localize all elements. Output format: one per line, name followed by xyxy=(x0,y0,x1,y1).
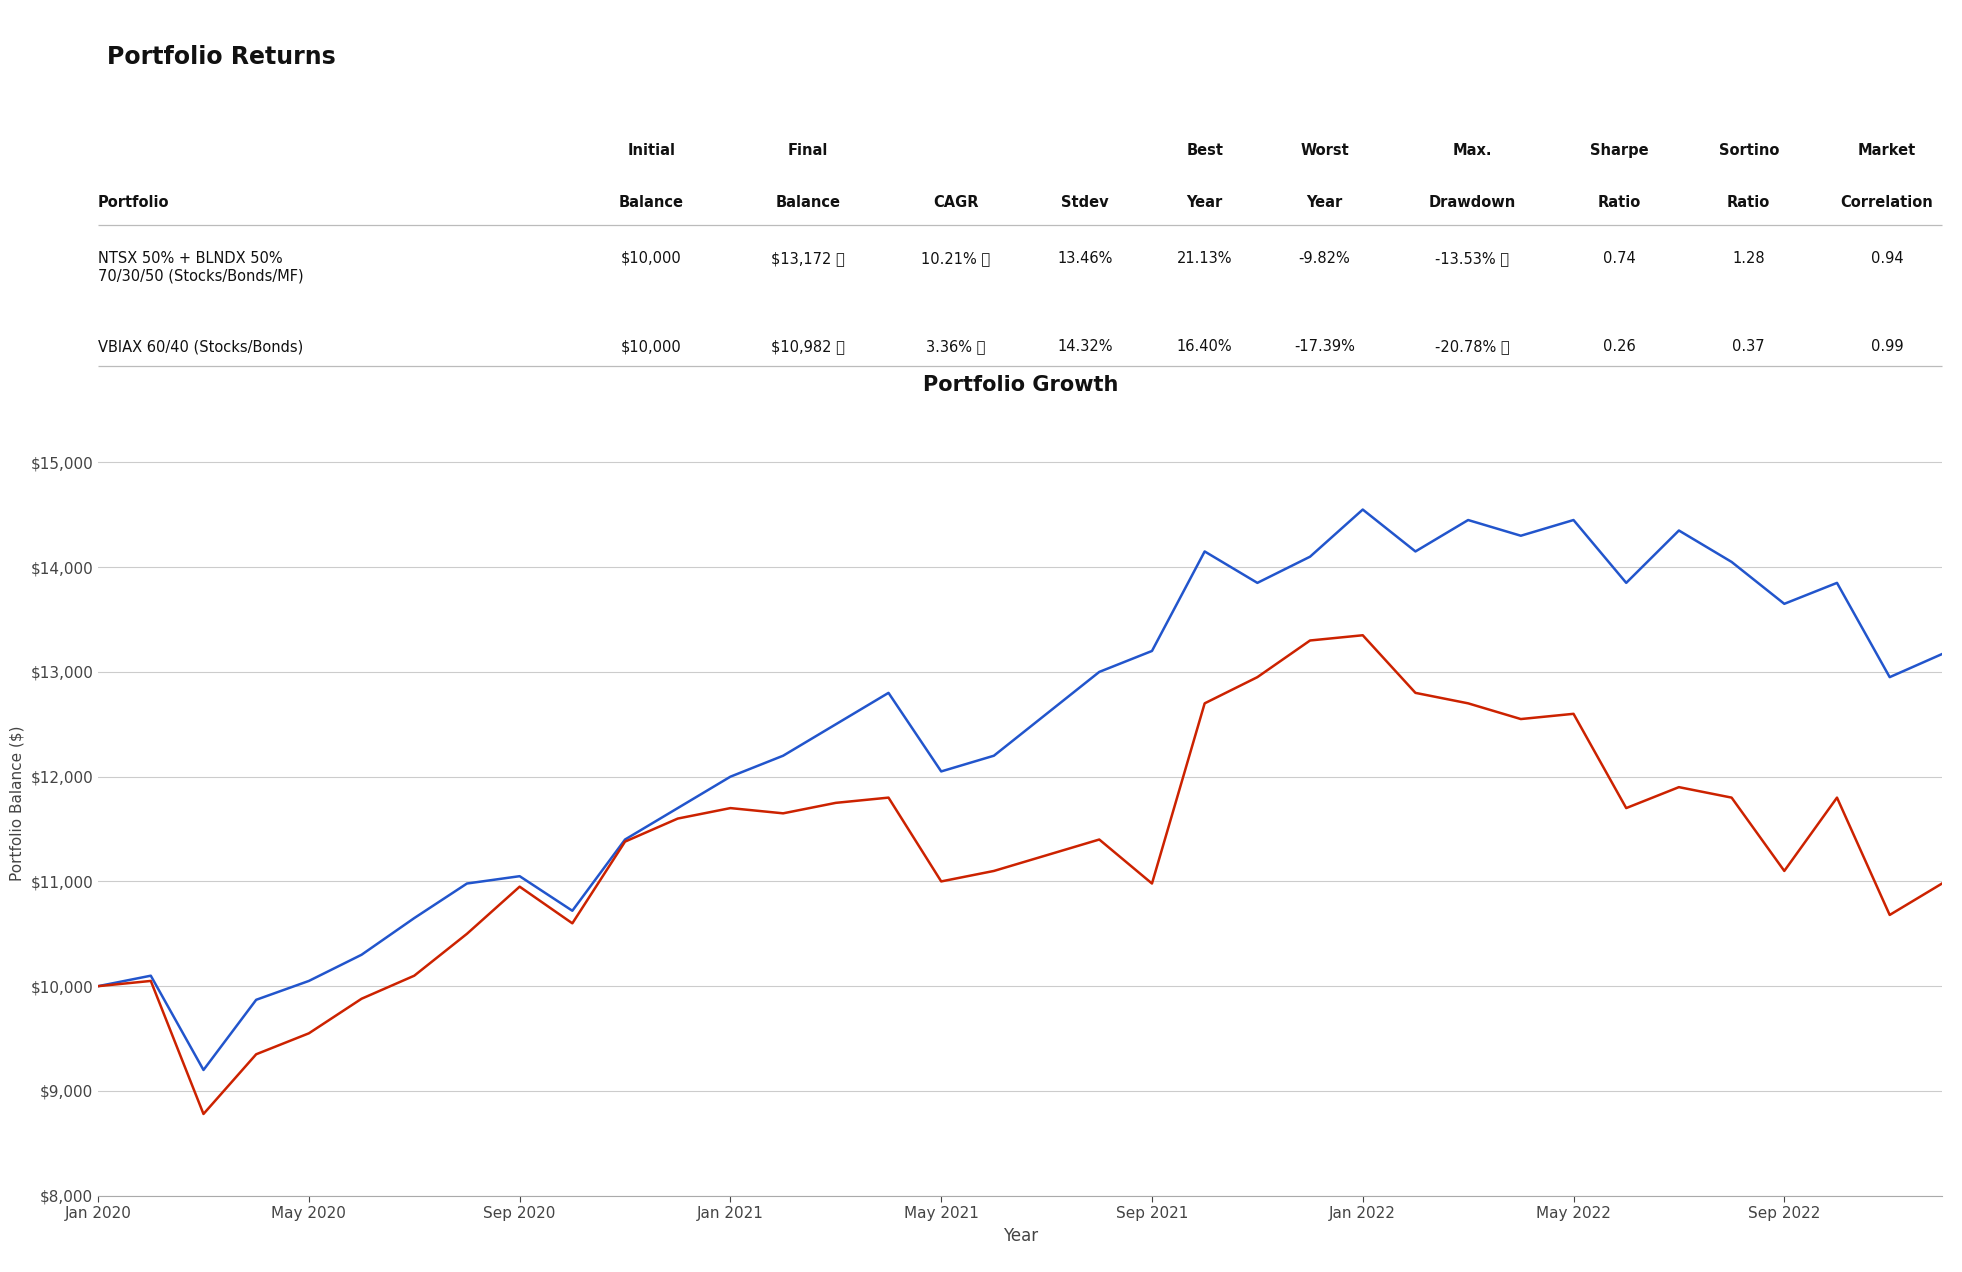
Y-axis label: Portfolio Balance ($): Portfolio Balance ($) xyxy=(10,725,26,880)
Text: Portfolio Returns: Portfolio Returns xyxy=(108,45,336,69)
Text: 10.21% ⓘ: 10.21% ⓘ xyxy=(920,251,991,266)
Text: Correlation: Correlation xyxy=(1840,196,1933,210)
Text: $10,000: $10,000 xyxy=(622,340,681,355)
Text: 14.32%: 14.32% xyxy=(1058,340,1112,355)
Text: Best: Best xyxy=(1187,142,1222,158)
Text: 0.74: 0.74 xyxy=(1603,251,1636,266)
Text: 0.94: 0.94 xyxy=(1870,251,1903,266)
Text: 16.40%: 16.40% xyxy=(1177,340,1232,355)
Text: 0.99: 0.99 xyxy=(1870,340,1903,355)
Text: $10,000: $10,000 xyxy=(622,251,681,266)
Text: $13,172 ⓘ: $13,172 ⓘ xyxy=(771,251,846,266)
Text: Initial: Initial xyxy=(628,142,675,158)
Text: 1.28: 1.28 xyxy=(1732,251,1766,266)
Text: 0.37: 0.37 xyxy=(1732,340,1766,355)
Text: Ratio: Ratio xyxy=(1597,196,1642,210)
Text: Worst: Worst xyxy=(1301,142,1350,158)
Text: Balance: Balance xyxy=(618,196,685,210)
Text: Sortino: Sortino xyxy=(1719,142,1780,158)
Title: Portfolio Growth: Portfolio Growth xyxy=(922,374,1118,394)
Text: 21.13%: 21.13% xyxy=(1177,251,1232,266)
Text: VBIAX 60/40 (Stocks/Bonds): VBIAX 60/40 (Stocks/Bonds) xyxy=(98,340,304,355)
Text: Year: Year xyxy=(1187,196,1222,210)
Text: CAGR: CAGR xyxy=(934,196,979,210)
Text: 0.26: 0.26 xyxy=(1603,340,1636,355)
X-axis label: Year: Year xyxy=(1003,1226,1038,1245)
Text: 13.46%: 13.46% xyxy=(1058,251,1112,266)
Text: -17.39%: -17.39% xyxy=(1295,340,1356,355)
Text: Portfolio: Portfolio xyxy=(98,196,169,210)
Text: Drawdown: Drawdown xyxy=(1428,196,1517,210)
Text: Sharpe: Sharpe xyxy=(1591,142,1648,158)
Text: NTSX 50% + BLNDX 50%
70/30/50 (Stocks/Bonds/MF): NTSX 50% + BLNDX 50% 70/30/50 (Stocks/Bo… xyxy=(98,251,304,284)
Text: Max.: Max. xyxy=(1452,142,1491,158)
Text: Final: Final xyxy=(789,142,828,158)
Text: Balance: Balance xyxy=(775,196,840,210)
Text: Market: Market xyxy=(1858,142,1917,158)
Text: $10,982 ⓘ: $10,982 ⓘ xyxy=(771,340,846,355)
Text: -9.82%: -9.82% xyxy=(1299,251,1350,266)
Text: Ratio: Ratio xyxy=(1727,196,1770,210)
Text: -20.78% ⓘ: -20.78% ⓘ xyxy=(1434,340,1509,355)
Text: Year: Year xyxy=(1307,196,1342,210)
Text: -13.53% ⓘ: -13.53% ⓘ xyxy=(1434,251,1509,266)
Text: 3.36% ⓘ: 3.36% ⓘ xyxy=(926,340,985,355)
Text: Stdev: Stdev xyxy=(1061,196,1109,210)
